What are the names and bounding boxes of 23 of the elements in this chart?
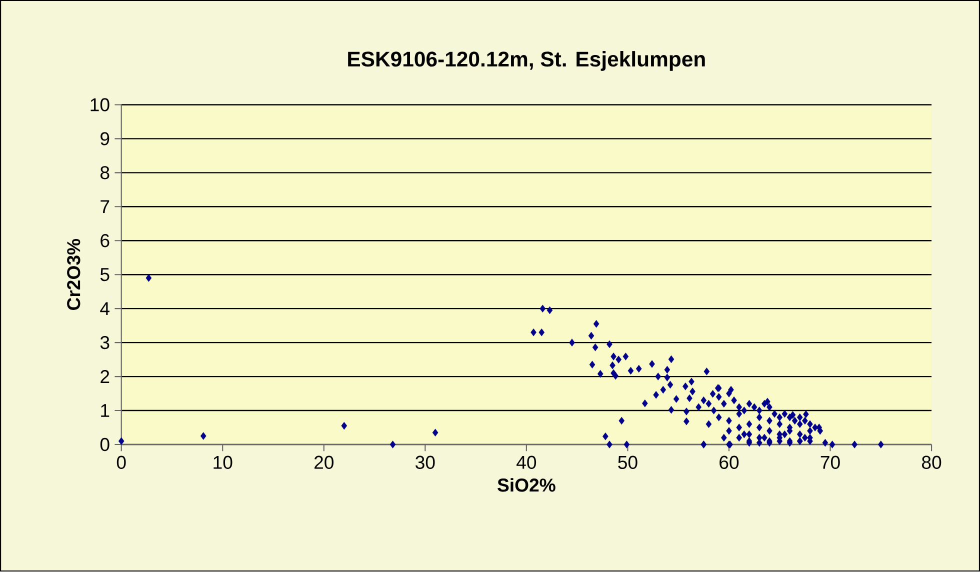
y-tick-label: 2 [100, 370, 110, 384]
x-tick-label: 20 [314, 456, 334, 470]
x-tick-label: 0 [116, 456, 126, 470]
x-tick-label: 40 [516, 456, 536, 470]
y-tick-label: 6 [100, 234, 110, 248]
x-axis-title: SiO2% [498, 478, 556, 492]
y-tick-label: 8 [100, 166, 110, 180]
y-tick-label: 9 [100, 132, 110, 146]
y-tick-label: 0 [100, 438, 110, 452]
chart-title: ESK9106-120.12m, St. Esjeklumpen [348, 51, 705, 72]
y-tick-label: 1 [101, 404, 110, 418]
y-axis-title: Cr2O3% [67, 239, 80, 310]
x-tick-label: 30 [416, 456, 435, 470]
y-tick-label: 7 [100, 200, 110, 214]
x-tick-label: 50 [618, 456, 638, 470]
x-tick-label: 10 [214, 456, 232, 470]
y-tick-label: 10 [90, 98, 110, 112]
y-tick-label: 3 [100, 336, 110, 350]
x-tick-label: 70 [820, 456, 840, 470]
x-tick-label: 80 [922, 456, 942, 470]
x-tick-label: 60 [720, 456, 739, 470]
y-tick-label: 5 [100, 268, 110, 282]
y-tick-label: 4 [100, 302, 110, 316]
